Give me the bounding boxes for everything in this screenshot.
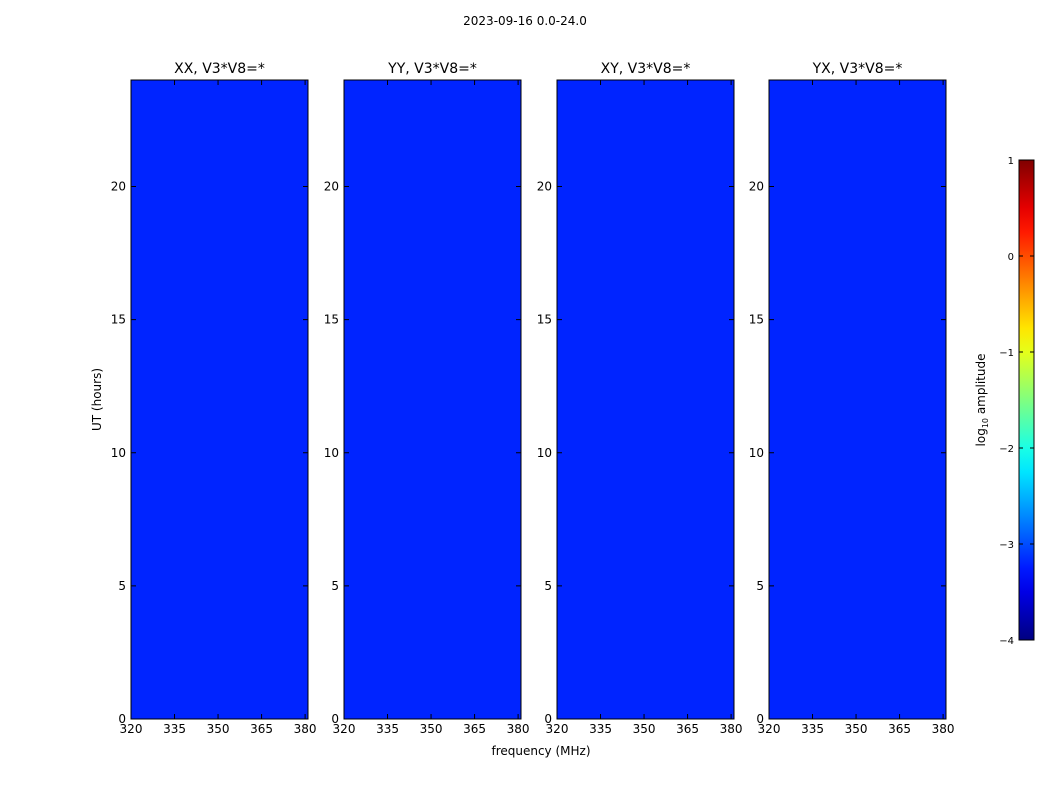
heatmap-background [344,80,521,719]
panel-frame [343,79,522,720]
y-tick-label: 15 [324,313,339,327]
panel-title: YY, V3*V8=* [387,61,477,77]
panel-frame [130,79,309,720]
y-tick-label: 10 [111,446,126,460]
y-tick-label: 20 [111,180,126,194]
x-tick-label: 320 [333,722,356,736]
x-tick-label: 320 [120,722,143,736]
panel-title: XX, V3*V8=* [174,61,265,77]
y-tick-label: 15 [111,313,126,327]
x-tick-label: 350 [207,722,230,736]
x-tick-label: 365 [250,722,273,736]
x-tick-label: 380 [294,722,317,736]
y-tick-label: 0 [118,712,126,726]
x-tick-label: 335 [163,722,186,736]
y-tick-label: 5 [331,579,339,593]
x-tick-label: 335 [376,722,399,736]
y-tick-label: 5 [118,579,126,593]
x-tick-label: 365 [463,722,486,736]
y-tick-label: 0 [331,712,339,726]
heatmap-background [131,80,308,719]
x-tick-label: 380 [507,722,530,736]
y-tick-label: 20 [324,180,339,194]
y-tick-label: 10 [324,446,339,460]
x-tick-label: 350 [420,722,443,736]
figure-title: 2023-09-16 0.0-24.0 [463,14,587,28]
